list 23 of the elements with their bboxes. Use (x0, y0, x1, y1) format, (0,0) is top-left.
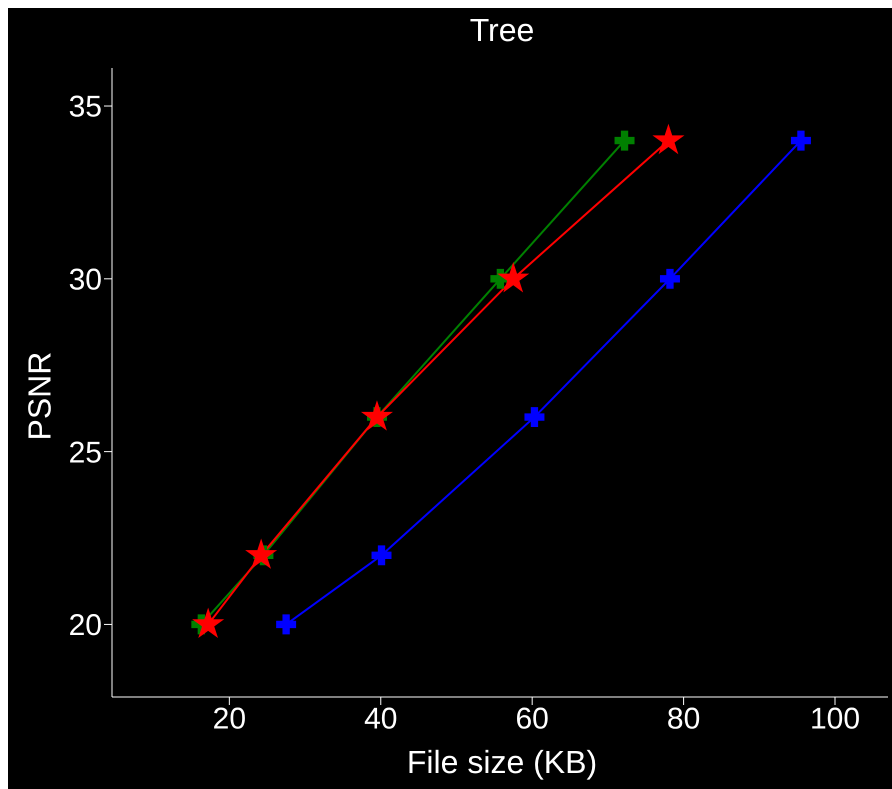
point (372, 545, 392, 566)
y-tick-label: 30 (68, 263, 102, 296)
x-axis-title: File size (KB) (406, 744, 598, 781)
y-tick-label: 20 (68, 609, 102, 642)
x-tick-label: 40 (364, 702, 398, 736)
point (790, 130, 811, 151)
point (246, 540, 276, 568)
point (660, 268, 680, 289)
point (362, 401, 392, 430)
y-axis-title: PSNR (22, 352, 58, 440)
chart-title: Tree (468, 12, 536, 49)
point (193, 608, 224, 638)
point (614, 130, 635, 151)
x-tick-label: 60 (515, 702, 549, 736)
x-tick-label: 20 (212, 702, 246, 736)
point (653, 124, 684, 154)
y-tick-label: 25 (68, 436, 102, 470)
point (276, 614, 296, 634)
point (524, 407, 544, 428)
x-tick-label: 100 (810, 702, 860, 736)
point (498, 263, 528, 292)
x-tick-label: 80 (666, 702, 700, 736)
y-tick-label: 35 (68, 90, 102, 124)
